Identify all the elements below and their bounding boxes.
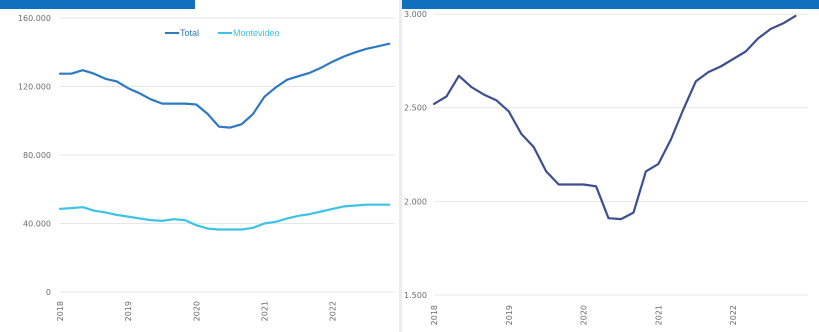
left-chart-total-line <box>58 42 391 129</box>
left-chart-x-tick-label: 2019 <box>124 301 133 321</box>
right-chart-x-tick-label: 2021 <box>654 305 663 325</box>
left-chart-y-tick-label: 40.000 <box>23 220 51 229</box>
left-chart-x-tick-label: 2020 <box>192 301 201 321</box>
top-accent-bar-right <box>402 0 819 9</box>
left-chart-legend-label-montevideo: Montevideo <box>233 28 280 38</box>
left-chart-y-tick-label: 80.000 <box>23 151 51 160</box>
left-chart-legend-label-total: Total <box>180 28 199 38</box>
left-chart-x-tick-label: 2021 <box>260 301 269 321</box>
left-chart-y-tick-label: 160.000 <box>18 14 51 23</box>
right-chart-x-tick-label: 2019 <box>505 305 514 325</box>
right-chart-y-tick-label: 2.500 <box>404 104 427 113</box>
left-chart-y-tick-label: 0 <box>46 288 51 297</box>
right-chart-y-tick-label: 2.000 <box>404 197 427 206</box>
right-chart-series-line <box>432 14 797 221</box>
panel-divider <box>399 0 402 332</box>
right-chart-x-tick-label: 2020 <box>580 305 589 325</box>
left-chart-montevideo-line <box>58 203 391 231</box>
right-chart-y-tick-label: 1.500 <box>404 291 427 300</box>
right-chart-y-tick-label: 3.000 <box>404 10 427 19</box>
single-series-line-chart: 1.500 2.000 2.500 3.000 2018 2019 2020 2021 2022 <box>404 10 808 325</box>
right-chart-x-tick-label: 2018 <box>430 305 439 325</box>
top-accent-bar-left <box>0 0 195 9</box>
left-chart-x-tick-label: 2018 <box>56 301 65 321</box>
total-montevideo-line-chart: 0 40.000 80.000 120.000 160.000 2018 2019 2020 2… <box>18 14 395 321</box>
left-chart-y-tick-label: 120.000 <box>18 83 51 92</box>
left-chart-x-tick-label: 2022 <box>329 301 338 321</box>
right-chart-x-tick-label: 2022 <box>729 305 738 325</box>
